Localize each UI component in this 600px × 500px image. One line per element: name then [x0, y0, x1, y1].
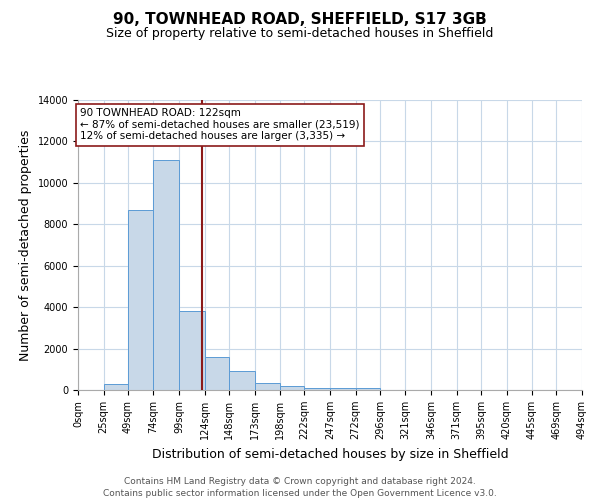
Bar	[128, 210, 154, 390]
Text: 90, TOWNHEAD ROAD, SHEFFIELD, S17 3GB: 90, TOWNHEAD ROAD, SHEFFIELD, S17 3GB	[113, 12, 487, 28]
Y-axis label: Number of semi-detached properties: Number of semi-detached properties	[19, 130, 32, 360]
Text: 90 TOWNHEAD ROAD: 122sqm
← 87% of semi-detached houses are smaller (23,519)
12% : 90 TOWNHEAD ROAD: 122sqm ← 87% of semi-d…	[80, 108, 359, 142]
Bar	[179, 312, 205, 390]
Text: Contains HM Land Registry data © Crown copyright and database right 2024.
Contai: Contains HM Land Registry data © Crown c…	[103, 476, 497, 498]
Bar	[154, 160, 179, 390]
Bar	[205, 357, 229, 390]
Bar	[229, 372, 254, 390]
Bar	[104, 384, 128, 390]
Bar	[280, 386, 304, 390]
Text: Size of property relative to semi-detached houses in Sheffield: Size of property relative to semi-detach…	[106, 28, 494, 40]
Bar	[304, 388, 330, 390]
Bar	[254, 383, 280, 390]
X-axis label: Distribution of semi-detached houses by size in Sheffield: Distribution of semi-detached houses by …	[152, 448, 508, 460]
Bar	[330, 388, 356, 390]
Bar	[356, 388, 380, 390]
